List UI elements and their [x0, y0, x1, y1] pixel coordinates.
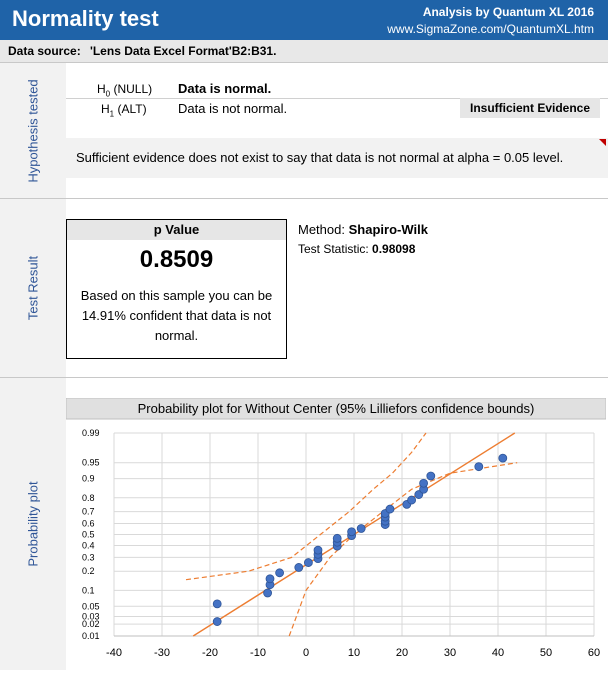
data-point: [356, 524, 366, 533]
x-tick-label: 50: [540, 647, 552, 659]
x-tick-label: -10: [250, 647, 266, 659]
data-point: [212, 617, 222, 626]
upper-confidence-bound: [185, 432, 427, 581]
result-section-label: Test Result: [25, 255, 41, 321]
chart-title: Probability plot for Without Center (95%…: [138, 401, 535, 416]
plot-section-label: Probability plot: [25, 481, 41, 567]
y-tick-label: 0.01: [82, 631, 100, 641]
data-point: [212, 599, 222, 609]
data-point: [474, 462, 484, 472]
probability-plot: Probability plot for Without Center (95%…: [65, 397, 607, 668]
y-tick-label: 0.2: [82, 566, 95, 576]
plot-section-side: Probability plot: [0, 378, 66, 670]
y-tick-label: 0.02: [82, 619, 100, 629]
y-tick-label: 0.05: [82, 601, 100, 611]
analysis-credit: Analysis by Quantum XL 2016: [422, 5, 594, 19]
result-section-side: Test Result: [0, 199, 66, 377]
probability-plot-svg: Probability plot for Without Center (95%…: [65, 397, 607, 659]
conclusion-bar: Sufficient evidence does not exist to sa…: [66, 138, 608, 178]
data-source-bar: Data source: 'Lens Data Excel Format'B2:…: [0, 40, 608, 63]
data-point: [275, 568, 285, 578]
data-source-label: Data source:: [8, 44, 81, 58]
y-tick-label: 0.9: [82, 474, 95, 484]
p-value: 0.8509: [139, 246, 214, 273]
test-statistic-value: 0.98098: [372, 242, 416, 256]
test-statistic-line: Test Statistic: 0.98098: [298, 242, 415, 256]
data-point: [426, 471, 436, 481]
y-tick-label: 0.5: [82, 530, 95, 540]
data-source-value: 'Lens Data Excel Format'B2:B31.: [90, 44, 277, 58]
h-row-divider: [66, 98, 608, 99]
x-tick-label: 20: [396, 647, 408, 659]
y-tick-label: 0.1: [82, 585, 95, 595]
data-point: [332, 533, 342, 543]
data-point: [263, 588, 273, 598]
report-header: Normality test Analysis by Quantum XL 20…: [0, 0, 608, 40]
lower-confidence-bound: [288, 462, 518, 637]
hypothesis-section-label: Hypothesis tested: [25, 78, 41, 183]
h0-text: Data is normal.: [178, 81, 272, 96]
data-point: [313, 545, 323, 555]
x-tick-label: 60: [588, 647, 600, 659]
h1-label: H1 (ALT): [101, 102, 147, 119]
comment-indicator-icon[interactable]: [599, 139, 606, 146]
data-point: [498, 453, 508, 463]
report-title: Normality test: [12, 6, 159, 31]
x-tick-label: 10: [348, 647, 360, 659]
y-tick-label: 0.3: [82, 552, 95, 562]
method-line: Method: Shapiro-Wilk: [298, 222, 428, 237]
data-point: [294, 563, 304, 572]
y-tick-label: 0.99: [82, 428, 100, 438]
x-tick-label: 0: [303, 647, 309, 659]
y-tick-label: 0.8: [82, 493, 95, 503]
y-tick-label: 0.03: [82, 612, 100, 622]
data-point: [385, 504, 395, 514]
section-divider: [0, 198, 608, 199]
y-tick-label: 0.6: [82, 518, 95, 528]
method-value: Shapiro-Wilk: [348, 222, 428, 237]
conclusion-text: Sufficient evidence does not exist to sa…: [76, 150, 564, 165]
data-point: [265, 574, 275, 584]
y-tick-label: 0.95: [82, 458, 100, 468]
p-value-interpretation: Based on this sample you can be 14.91% c…: [80, 288, 273, 343]
data-point: [407, 495, 417, 505]
p-value-box: p Value 0.8509 Based on this sample you …: [66, 219, 287, 359]
p-value-header: p Value: [67, 220, 286, 240]
x-tick-label: -30: [154, 647, 170, 659]
test-statistic-label: Test Statistic:: [298, 242, 369, 256]
x-tick-label: -40: [106, 647, 122, 659]
data-point: [303, 558, 313, 567]
data-point: [419, 478, 429, 488]
hypothesis-section-side: Hypothesis tested: [0, 63, 66, 198]
y-tick-label: 0.4: [82, 541, 95, 551]
y-tick-label: 0.7: [82, 507, 95, 517]
method-label: Method:: [298, 222, 345, 237]
section-divider: [0, 377, 608, 378]
h1-text: Data is not normal.: [178, 101, 288, 116]
website-link[interactable]: www.SigmaZone.com/QuantumXL.htm: [387, 22, 594, 36]
data-point: [347, 527, 357, 537]
h0-label: H0 (NULL): [97, 82, 153, 99]
x-tick-label: -20: [202, 647, 218, 659]
evidence-badge: Insufficient Evidence: [460, 98, 600, 118]
x-tick-label: 30: [444, 647, 456, 659]
x-tick-label: 40: [492, 647, 504, 659]
